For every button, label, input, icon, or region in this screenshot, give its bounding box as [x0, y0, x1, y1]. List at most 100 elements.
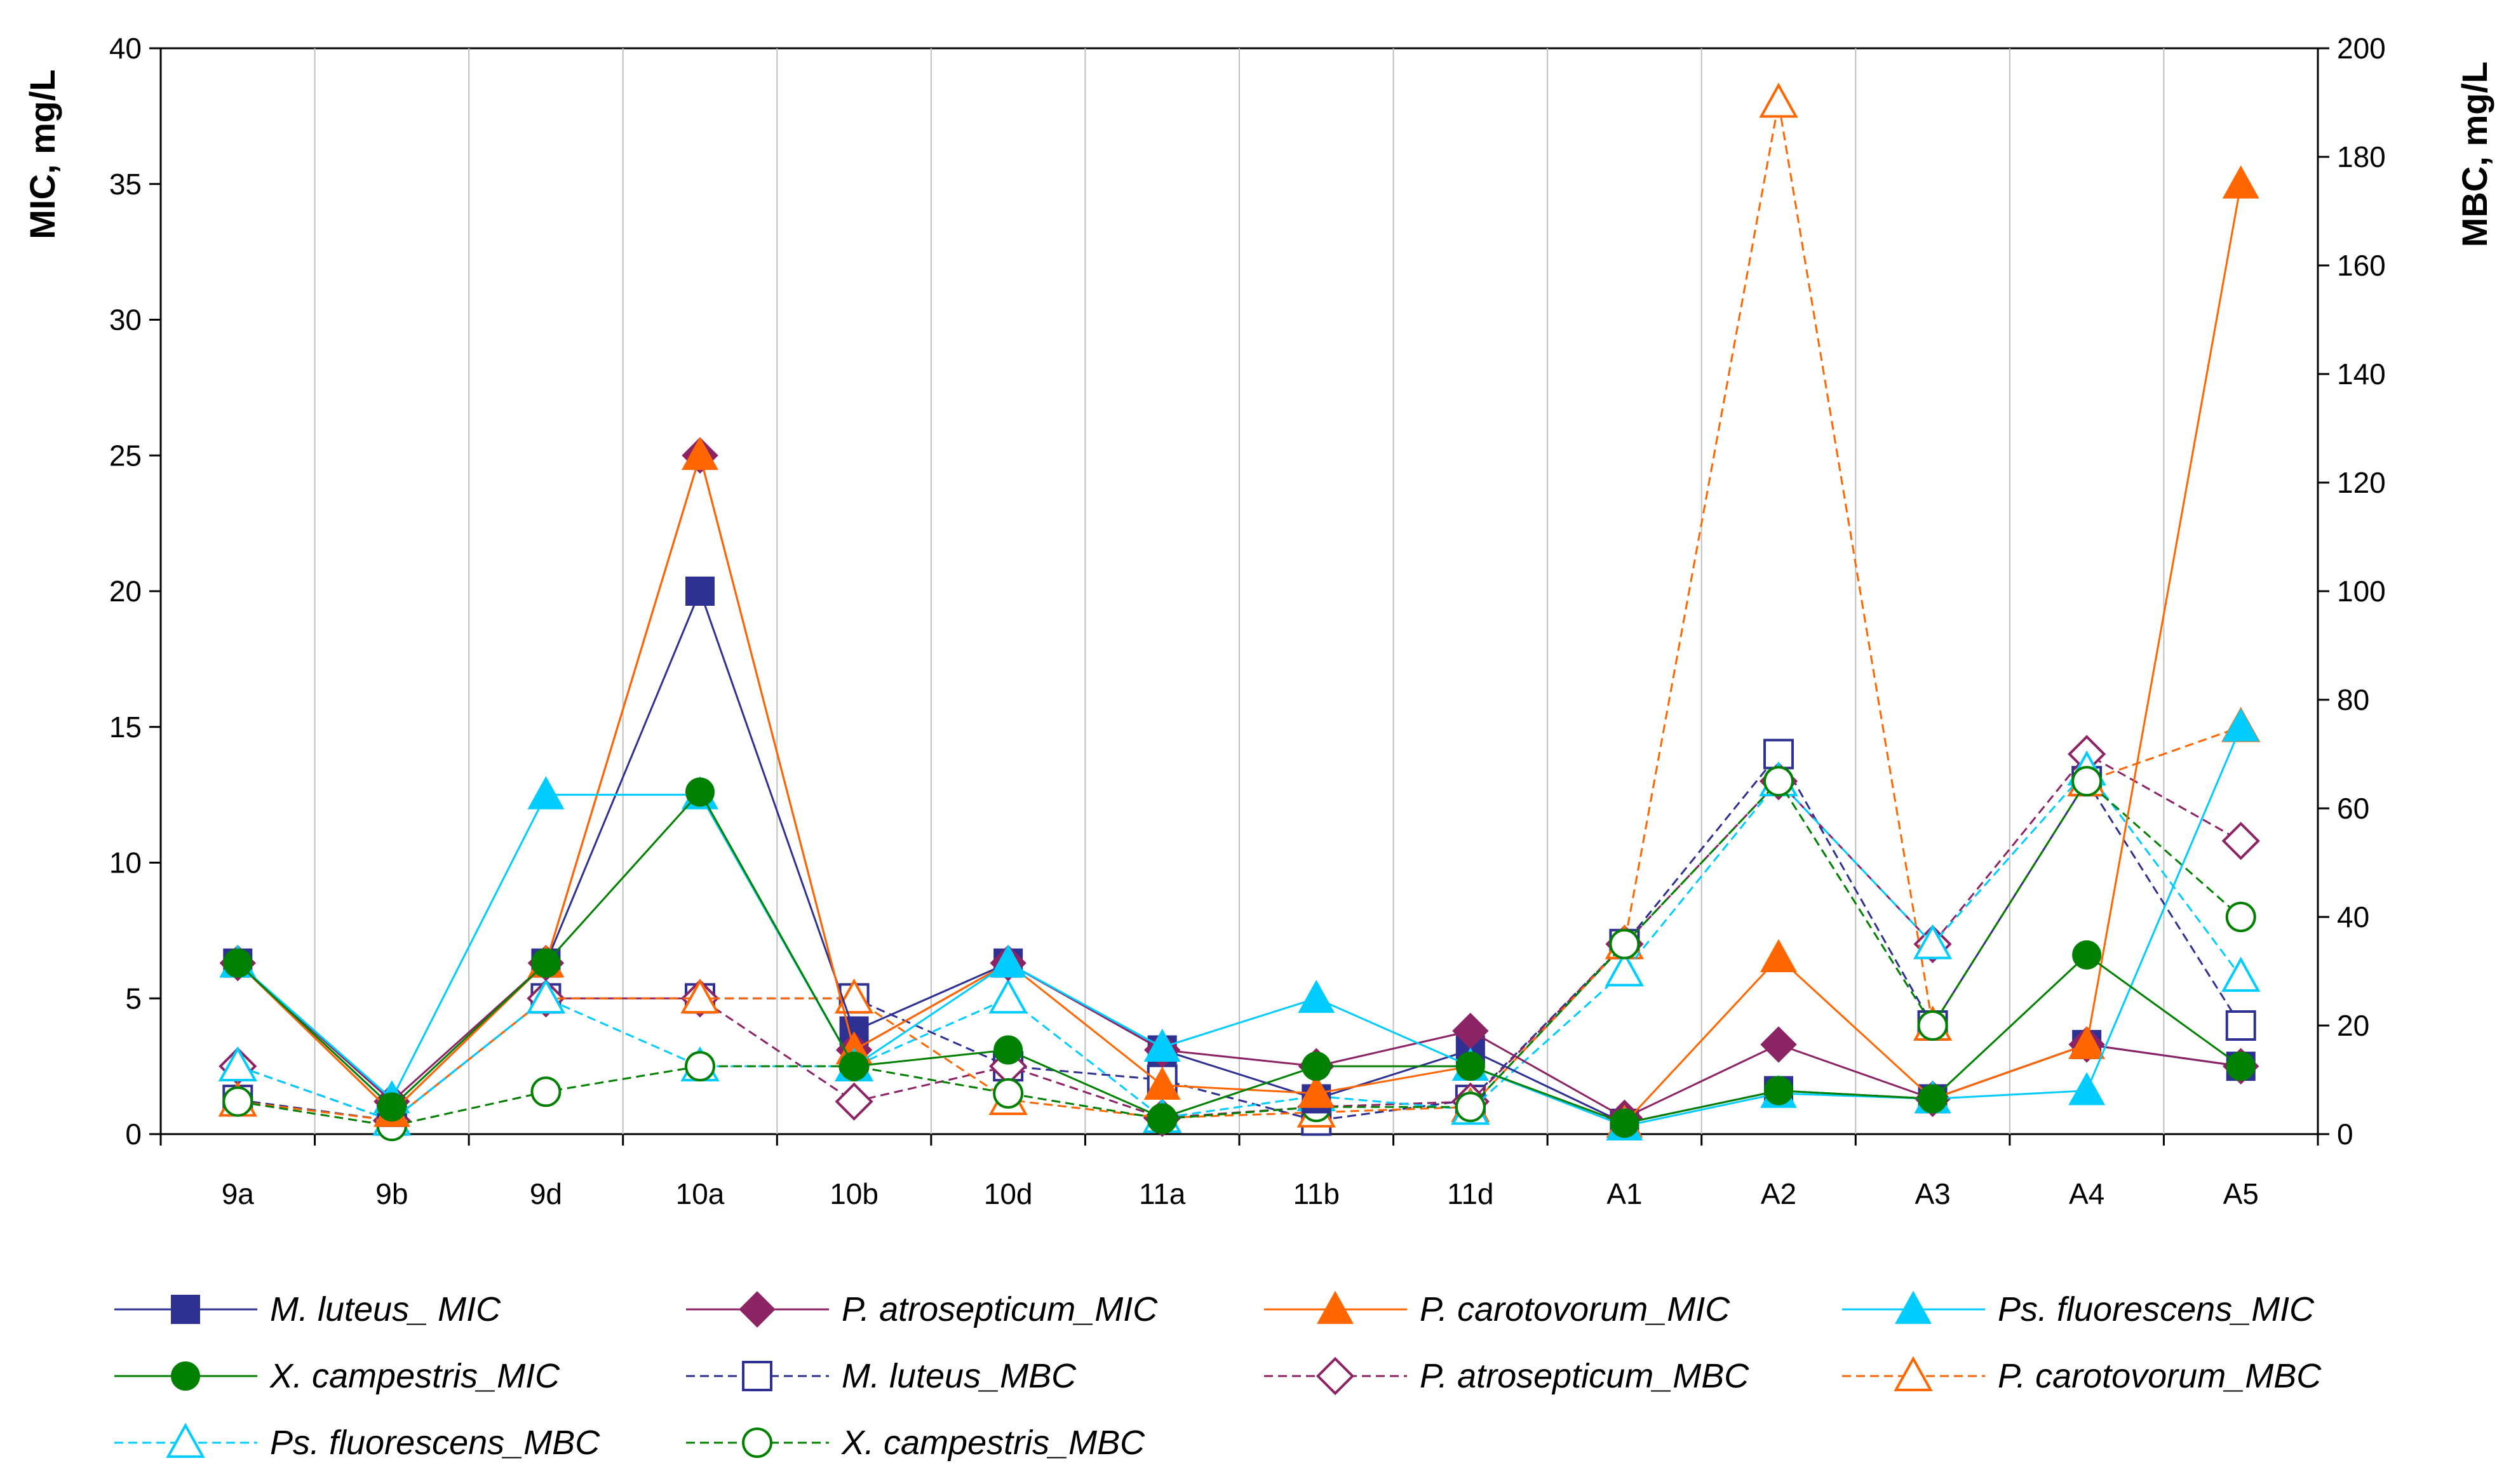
series-x-campestris-mic: [223, 777, 2256, 1138]
legend-label: Ps. fluorescens_MBC: [270, 1424, 600, 1462]
y2-tick-label: 120: [2337, 466, 2386, 499]
series-line-x-campestris-mic: [237, 790, 2242, 1125]
y-tick-label: 20: [109, 575, 142, 608]
legend-marker: [739, 1291, 776, 1328]
data-point-x-campestris-mbc: [1609, 928, 1640, 959]
y-tick-label: 5: [125, 982, 142, 1015]
data-point-p-carotovorum-mic: [2068, 1026, 2106, 1059]
data-point-x-campestris-mic: [1147, 1103, 1177, 1133]
y-tick-label: 35: [109, 168, 142, 201]
y-tick-label: 15: [109, 711, 142, 744]
x-tick-label: 11b: [1293, 1177, 1340, 1210]
y2-tick-label: 180: [2337, 140, 2386, 173]
x-tick-label: 11d: [1447, 1177, 1493, 1210]
legend-item-p-atrosepticum-mbc: P. atrosepticum_MBC: [1264, 1356, 1749, 1396]
data-point-p-carotovorum-mic: [1760, 939, 1797, 972]
legend-label: P. carotovorum_MIC: [1420, 1290, 1730, 1328]
legend-item-x-campestris-mic: X. campestris_MIC: [114, 1357, 560, 1395]
legend-label: P. carotovorum_MBC: [1998, 1357, 2322, 1395]
legend-marker: [742, 1361, 772, 1391]
series-line-x-campestris-mbc: [238, 779, 2242, 1127]
data-point-ps-fluorescens-mbc: [1605, 951, 1645, 987]
data-point-ps-fluorescens-mbc: [988, 978, 1028, 1014]
legend-label: X. campestris_MIC: [269, 1357, 560, 1395]
data-point-x-campestris-mbc: [1763, 766, 1794, 797]
data-point-x-campestris-mbc: [993, 1078, 1024, 1109]
y-tick-label: 0: [125, 1118, 142, 1151]
y-tick-label: 10: [109, 846, 142, 879]
legend-label: P. atrosepticum_MBC: [1420, 1357, 1749, 1395]
legend-marker: [1894, 1356, 1933, 1391]
data-point-ps-fluorescens-mbc: [2221, 956, 2261, 992]
data-point-ps-fluorescens-mbc: [526, 978, 566, 1014]
data-point-x-campestris-mbc: [2071, 766, 2103, 797]
legend-label: P. atrosepticum_MIC: [842, 1290, 1158, 1328]
data-point-x-campestris-mic: [685, 777, 715, 807]
y-tick-label: 25: [109, 439, 142, 472]
legend-item-m-luteus-mbc: M. luteus_MBC: [686, 1357, 1077, 1395]
data-point-m-luteus-mbc: [2225, 1010, 2256, 1041]
x-tick-label: 11a: [1139, 1177, 1186, 1210]
legend-label: Ps. fluorescens_MIC: [1998, 1290, 2315, 1328]
legend-marker: [166, 1422, 205, 1458]
data-point-x-campestris-mic: [531, 948, 561, 978]
data-point-p-carotovorum-mbc: [1759, 83, 1798, 118]
series-line-ps-fluorescens-mbc: [237, 768, 2242, 1122]
data-point-x-campestris-mic: [2226, 1052, 2256, 1081]
legend-label: X. campestris_MBC: [840, 1424, 1145, 1462]
y2-tick-label: 100: [2337, 575, 2386, 608]
legend-marker: [171, 1295, 200, 1324]
data-point-p-carotovorum-mic: [1298, 1074, 1335, 1108]
x-tick-label: A3: [1915, 1177, 1950, 1210]
legend-item-p-atrosepticum-mic: P. atrosepticum_MIC: [686, 1290, 1158, 1328]
y2-tick-label: 40: [2337, 900, 2369, 933]
gridlines: [314, 48, 2165, 1134]
y-axis-title: MIC, mg/L: [22, 69, 62, 239]
x-tick-label: A1: [1606, 1177, 1642, 1210]
x-tick-label: 9d: [530, 1177, 562, 1210]
data-point-x-campestris-mic: [2072, 940, 2102, 970]
legend-marker: [171, 1361, 200, 1391]
data-point-x-campestris-mbc: [1455, 1092, 1486, 1123]
data-point-p-atrosepticum-mbc: [835, 1082, 873, 1121]
y2-tick-label: 0: [2337, 1118, 2353, 1151]
data-point-ps-fluorescens-mic: [1298, 979, 1335, 1013]
legend-item-ps-fluorescens-mic: Ps. fluorescens_MIC: [1842, 1290, 2315, 1328]
data-point-p-carotovorum-mbc: [680, 978, 720, 1014]
axes: 0 5 10 15 20 25 30 35 40 0 20 40 60 80 100 120 140 160 180…: [109, 32, 2386, 1210]
data-point-p-carotovorum-mic: [682, 436, 718, 471]
series-line-p-carotovorum-mbc: [238, 102, 2242, 1122]
legend-label: M. luteus_MBC: [842, 1357, 1077, 1395]
x-tick-label: 9b: [375, 1177, 408, 1210]
data-point-p-atrosepticum-mic: [1760, 1026, 1797, 1063]
series-line-p-carotovorum-mic: [237, 184, 2242, 1125]
y2-tick-label: 160: [2337, 249, 2386, 282]
legend-marker: [742, 1427, 772, 1458]
data-point-ps-fluorescens-mic: [2222, 708, 2259, 742]
data-point-x-campestris-mic: [1455, 1052, 1485, 1081]
series-layer: [218, 83, 2261, 1142]
legend-item-x-campestris-mbc: X. campestris_MBC: [686, 1424, 1145, 1462]
y2-tick-label: 200: [2337, 32, 2386, 65]
legend-item-p-carotovorum-mic: P. carotovorum_MIC: [1264, 1290, 1730, 1328]
data-point-ps-fluorescens-mic: [2068, 1072, 2106, 1106]
data-point-p-carotovorum-mic: [2222, 165, 2259, 199]
data-point-x-campestris-mic: [1918, 1084, 1948, 1114]
y-tick-label: 30: [109, 304, 142, 337]
legend-marker: [1895, 1290, 1932, 1324]
data-point-p-atrosepticum-mbc: [2221, 822, 2260, 860]
y-tick-label: 40: [109, 32, 142, 65]
legend-marker: [1316, 1356, 1355, 1396]
data-point-x-campestris-mic: [1610, 1108, 1639, 1138]
x-tick-label: 10b: [830, 1177, 878, 1210]
data-point-ps-fluorescens-mic: [527, 776, 565, 810]
data-point-ps-fluorescens-mic: [1143, 1028, 1181, 1062]
data-point-x-campestris-mbc: [1917, 1010, 1948, 1041]
legend-item-ps-fluorescens-mbc: Ps. fluorescens_MBC: [114, 1422, 600, 1462]
y2-tick-label: 60: [2337, 792, 2369, 825]
data-point-x-campestris-mic: [377, 1092, 407, 1122]
legend-label: M. luteus_ MIC: [270, 1290, 501, 1328]
x-tick-label: 10d: [984, 1177, 1033, 1210]
y2-tick-label: 20: [2337, 1009, 2369, 1042]
